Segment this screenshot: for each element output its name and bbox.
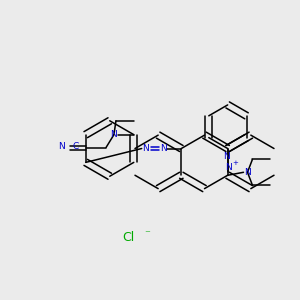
Text: N: N <box>142 144 149 153</box>
Text: C: C <box>72 142 78 151</box>
Text: N: N <box>244 168 251 177</box>
Text: ⁻: ⁻ <box>144 229 150 239</box>
Text: N: N <box>111 130 117 139</box>
Text: N: N <box>223 152 230 161</box>
Text: Cl: Cl <box>122 231 134 244</box>
Text: +: + <box>232 160 238 166</box>
Text: N: N <box>58 142 64 151</box>
Text: N: N <box>225 163 232 172</box>
Text: N: N <box>160 144 167 153</box>
